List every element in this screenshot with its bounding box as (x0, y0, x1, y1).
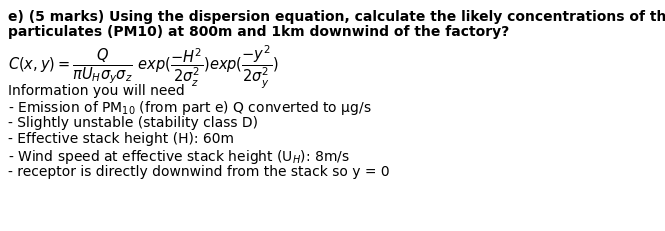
Text: - Wind speed at effective stack height (U$_{H}$): 8m/s: - Wind speed at effective stack height (… (8, 148, 350, 166)
Text: $C(x, y) = \dfrac{Q}{\pi U_H \sigma_y \sigma_z}\ exp(\dfrac{-H^2}{2\sigma_z^{2}}: $C(x, y) = \dfrac{Q}{\pi U_H \sigma_y \s… (8, 44, 279, 91)
Text: Information you will need: Information you will need (8, 84, 185, 97)
Text: - Slightly unstable (stability class D): - Slightly unstable (stability class D) (8, 115, 258, 129)
Text: particulates (PM10) at 800m and 1km downwind of the factory?: particulates (PM10) at 800m and 1km down… (8, 25, 509, 39)
Text: e) (5 marks) Using the dispersion equation, calculate the likely concentrations : e) (5 marks) Using the dispersion equati… (8, 10, 665, 24)
Text: - Effective stack height (H): 60m: - Effective stack height (H): 60m (8, 131, 234, 145)
Text: - Emission of PM$_{10}$ (from part e) Q converted to μg/s: - Emission of PM$_{10}$ (from part e) Q … (8, 99, 372, 116)
Text: - receptor is directly downwind from the stack so y = 0: - receptor is directly downwind from the… (8, 164, 390, 178)
